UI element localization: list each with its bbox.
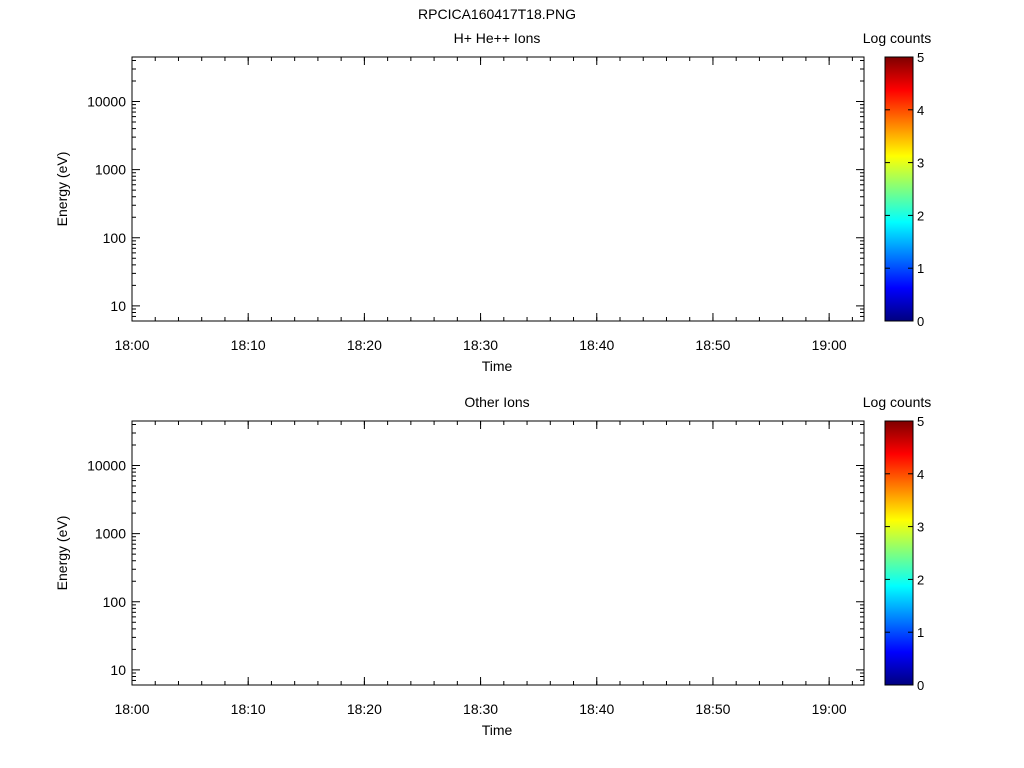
figure-title: RPCICA160417T18.PNG [418,6,576,22]
colorbar-tick-label: 2 [917,572,924,587]
panel-title: H+ He++ Ions [454,30,541,46]
x-axis-label: Time [482,358,513,374]
colorbar-tick-label: 0 [917,314,924,329]
colorbar-ticks: 0 1 2 3 4 5 [885,414,924,693]
y-tick-label: 100 [103,594,127,610]
y-tick-label: 10000 [87,458,126,474]
y-tick-label: 10 [110,298,126,314]
y-tick-label: 1000 [95,526,126,542]
x-tick-label: 18:20 [347,337,382,353]
y-axis-label: Energy (eV) [54,516,70,591]
x-tick-label: 18:40 [579,701,614,717]
x-tick-label: 18:20 [347,701,382,717]
colorbar-tick-label: 1 [917,625,924,640]
x-axis: 18:00 18:10 18:20 18:30 18:40 18:50 19:00 [114,421,853,717]
colorbar-tick-label: 5 [917,50,924,65]
x-tick-label: 18:30 [463,337,498,353]
plot-frame [131,420,865,686]
y-tick-label: 10000 [87,94,126,110]
colorbar [884,56,914,322]
x-tick-label: 19:00 [812,701,847,717]
x-tick-label: 18:10 [231,701,266,717]
x-tick-label: 18:00 [114,337,149,353]
plot-frame [131,56,865,322]
colorbar-tick-label: 3 [917,156,924,171]
colorbar-tick-label: 0 [917,678,924,693]
x-tick-label: 18:50 [695,701,730,717]
colorbar-tick-label: 4 [917,467,924,482]
x-tick-label: 19:00 [812,337,847,353]
x-tick-label: 18:10 [231,337,266,353]
colorbar [884,420,914,686]
colorbar-label: Log counts [863,30,932,46]
y-axis-label: Energy (eV) [54,152,70,227]
y-tick-label: 1000 [95,162,126,178]
x-tick-label: 18:50 [695,337,730,353]
x-tick-label: 18:00 [114,701,149,717]
colorbar-tick-label: 3 [917,520,924,535]
colorbar-tick-label: 5 [917,414,924,429]
y-tick-label: 100 [103,230,127,246]
x-axis-label: Time [482,722,513,738]
x-axis: 18:00 18:10 18:20 18:30 18:40 18:50 19:00 [114,57,853,353]
colorbar-tick-label: 1 [917,261,924,276]
x-tick-label: 18:30 [463,701,498,717]
y-axis: 10 100 1000 10000 [87,423,864,686]
colorbar-tick-label: 2 [917,208,924,223]
colorbar-label: Log counts [863,394,932,410]
colorbar-tick-label: 4 [917,103,924,118]
x-tick-label: 18:40 [579,337,614,353]
y-tick-label: 10 [110,662,126,678]
y-axis: 10 100 1000 10000 [87,59,864,322]
colorbar-ticks: 0 1 2 3 4 5 [885,50,924,329]
panel-title: Other Ions [464,394,529,410]
